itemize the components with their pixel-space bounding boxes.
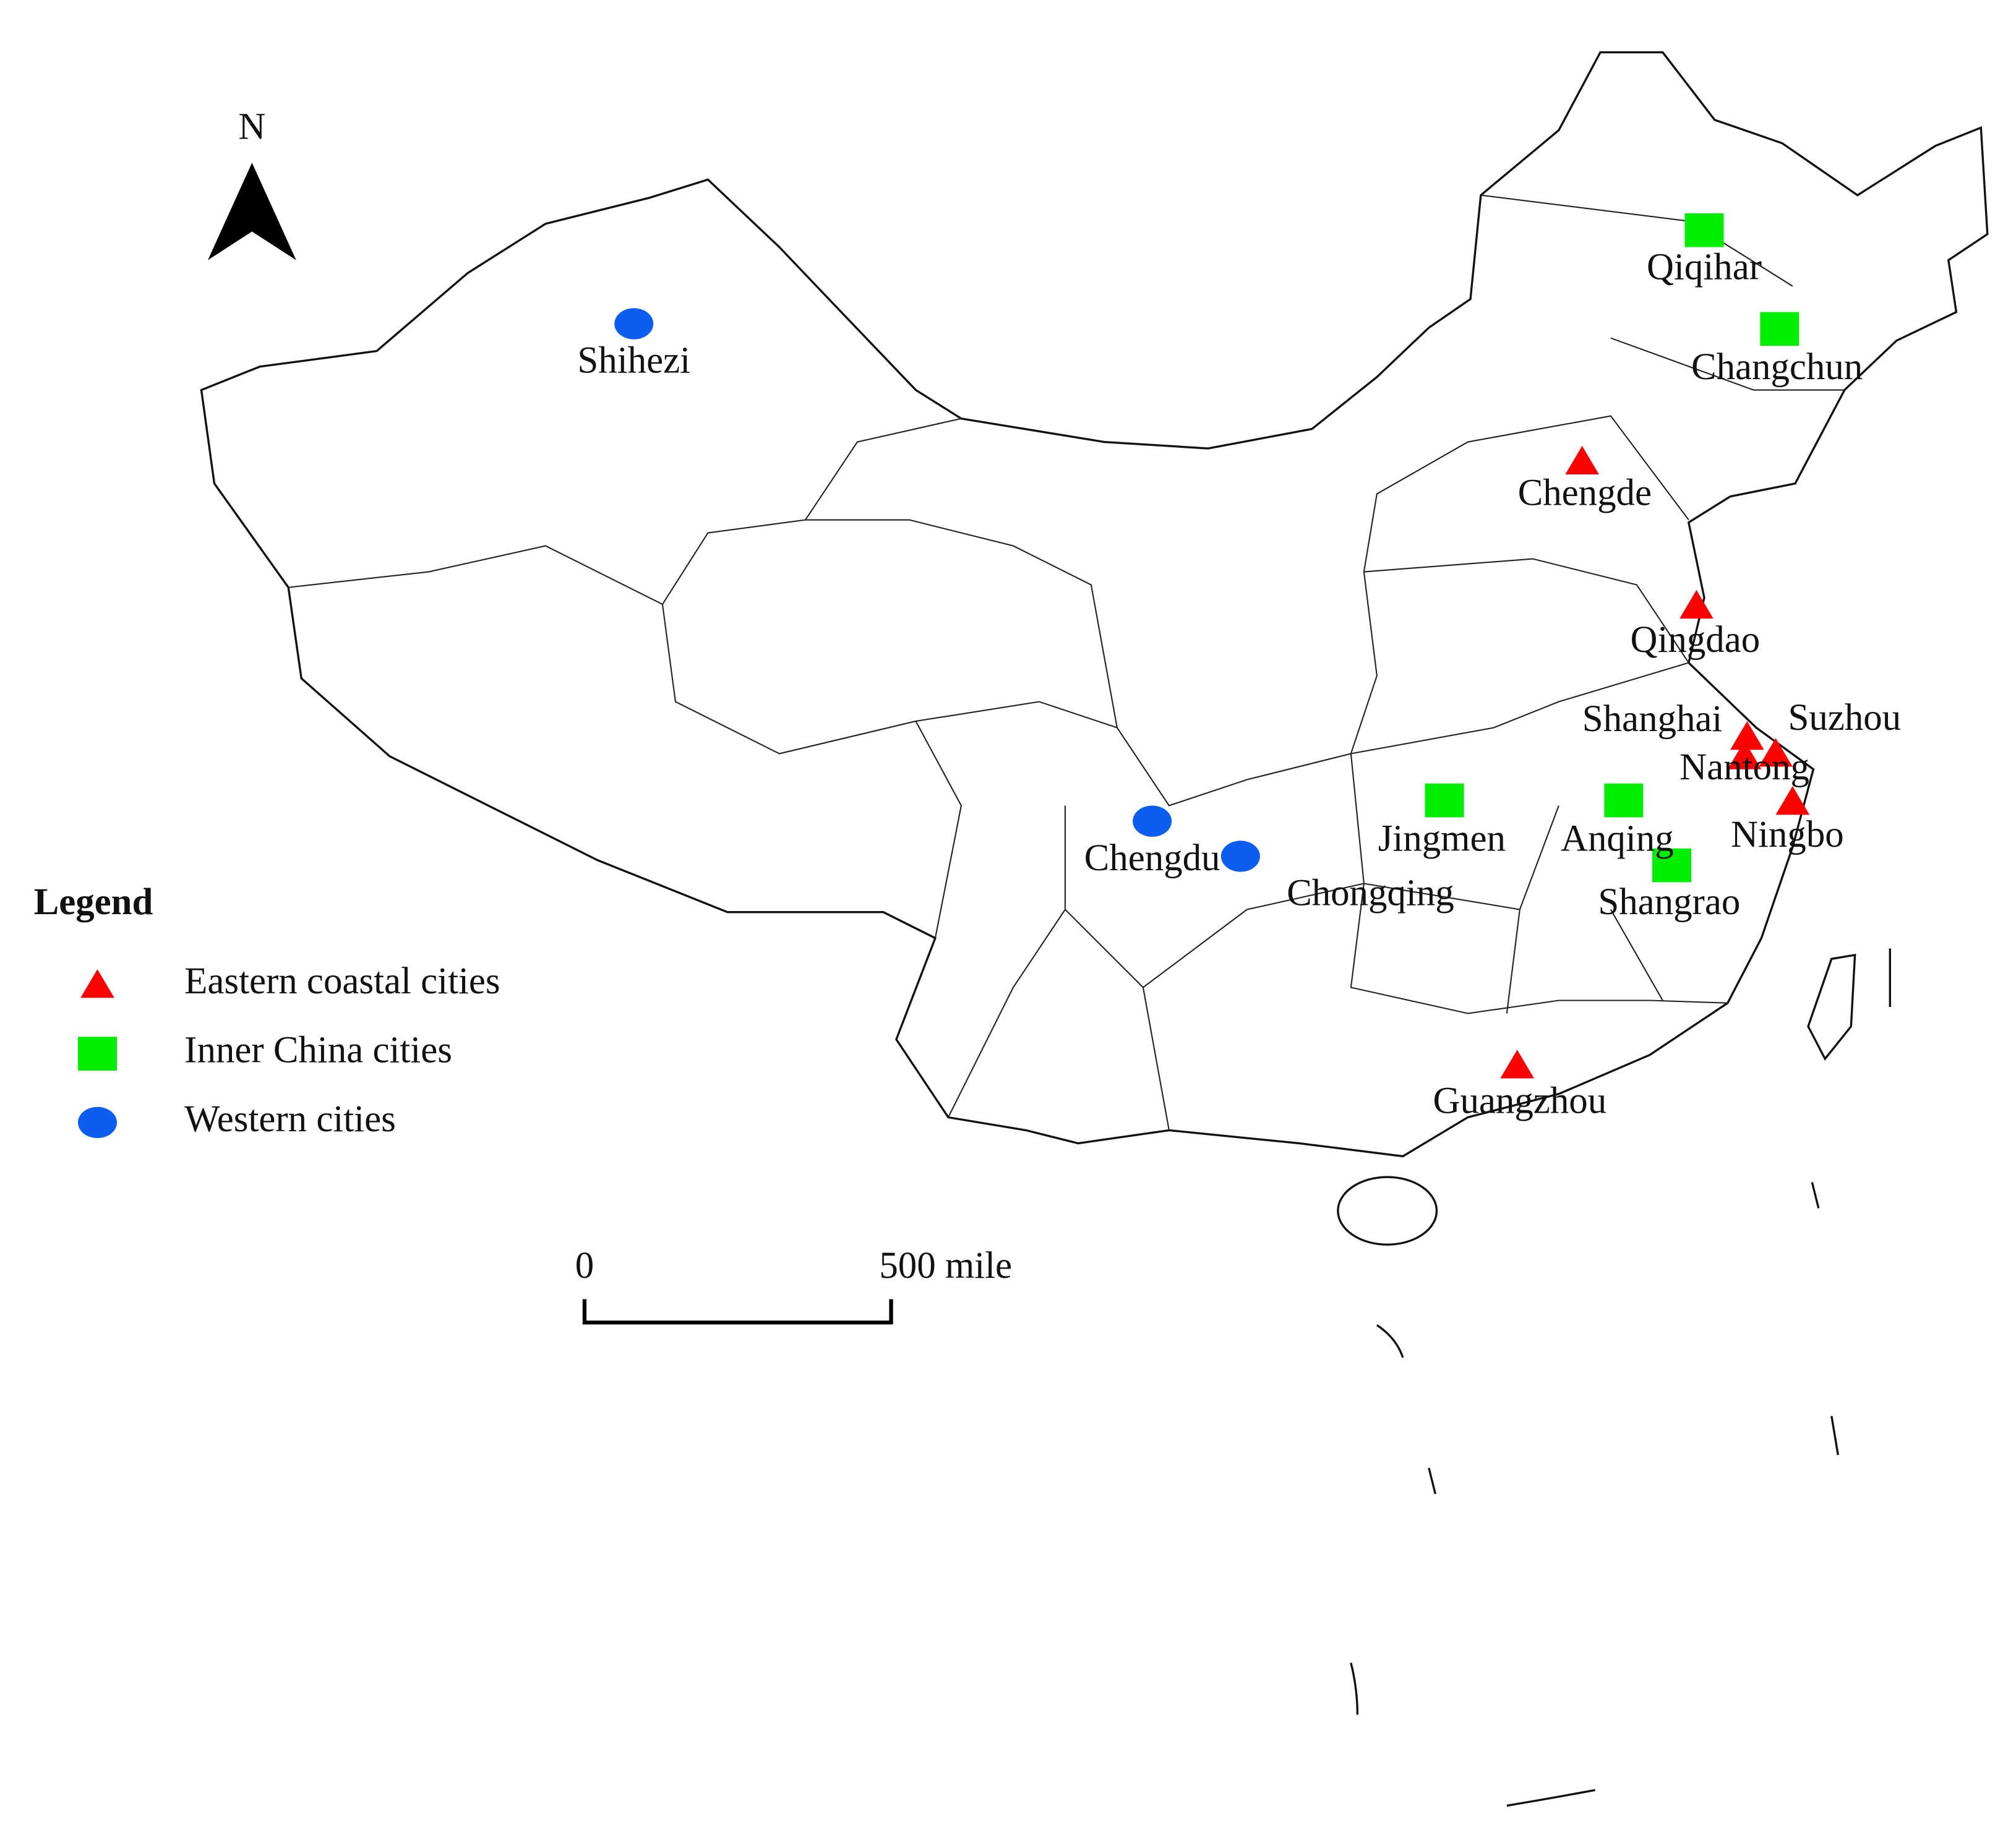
- city-label: Jingmen: [1378, 818, 1506, 859]
- north-arrow: [207, 163, 296, 260]
- legend-label: Eastern coastal cities: [184, 961, 500, 1002]
- legend-label: Western cities: [184, 1098, 396, 1140]
- scale-bar: [582, 1299, 893, 1325]
- city-label: Chongqing: [1287, 872, 1454, 914]
- city-label: Shangrao: [1598, 881, 1740, 923]
- taiwan: [1807, 953, 1856, 1061]
- city-label: Chengdu: [1084, 837, 1220, 879]
- city-marker: [1759, 738, 1793, 767]
- city-marker: [1684, 213, 1724, 247]
- city-marker: [614, 308, 654, 340]
- legend-label: Inner China cities: [184, 1030, 452, 1071]
- city-label: Shanghai: [1582, 698, 1723, 740]
- city-marker: [1727, 740, 1762, 769]
- province-borders: [288, 194, 1845, 1131]
- city-label: Guangzhou: [1433, 1080, 1607, 1121]
- legend-marker: [80, 969, 114, 998]
- city-label: Qiqihar: [1647, 246, 1762, 288]
- city-marker: [1775, 786, 1810, 815]
- legend-marker: [77, 1037, 117, 1071]
- city-label: Changchun: [1691, 346, 1863, 388]
- city-marker: [1730, 721, 1764, 750]
- city-label: Suzhou: [1788, 697, 1902, 738]
- city-marker: [1652, 848, 1692, 883]
- legend-title: Legend: [34, 881, 153, 923]
- city-marker: [1500, 1050, 1534, 1079]
- city-marker: [1133, 805, 1172, 837]
- scale-label: 0: [575, 1245, 594, 1286]
- north-label: N: [238, 106, 265, 148]
- city-label: Qingdao: [1631, 619, 1761, 661]
- sea-islands: [1350, 948, 1891, 1807]
- city-label: Ningbo: [1731, 814, 1844, 855]
- city-marker: [1565, 445, 1599, 475]
- legend-marker: [77, 1107, 117, 1139]
- hainan: [1337, 1176, 1438, 1246]
- city-label: Shihezi: [577, 340, 690, 382]
- city-marker: [1220, 841, 1260, 872]
- city-marker: [1425, 783, 1464, 818]
- scale-label: 500 mile: [879, 1245, 1012, 1286]
- city-label: Chengde: [1518, 473, 1652, 514]
- city-label: Nantong: [1679, 747, 1809, 788]
- city-label: Anqing: [1561, 818, 1674, 859]
- city-marker: [1604, 783, 1644, 818]
- city-marker: [1679, 589, 1714, 619]
- city-marker: [1760, 312, 1799, 346]
